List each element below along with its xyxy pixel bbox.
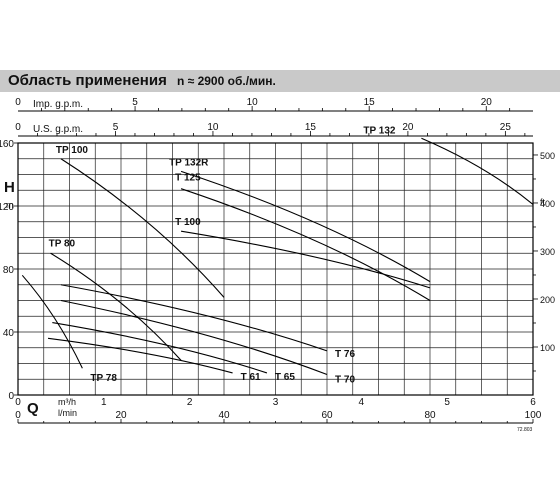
y2-tick-label: 200 — [540, 295, 555, 305]
x-tick-label-lmin: 0 — [15, 410, 21, 421]
imp-gpm-axis-label: Imp. g.p.m. — [33, 99, 83, 110]
chart-code: 72.803 — [517, 427, 533, 433]
curve-label-t-100: T 100 — [175, 217, 201, 228]
speed-text: n ≈ 2900 об./мин. — [177, 74, 276, 88]
us-gpm-tick-label: 15 — [305, 122, 317, 133]
x-tick-label-lmin: 20 — [115, 410, 127, 421]
curve-label-tp-78: TP 78 — [90, 373, 117, 384]
x-tick-label-m3h: 6 — [530, 397, 536, 408]
x-tick-label-lmin: 60 — [321, 410, 333, 421]
us-gpm-tick-label: 20 — [402, 122, 414, 133]
y2-tick-label: 100 — [540, 343, 555, 353]
curve-t-65 — [52, 322, 268, 374]
curve-t-70 — [60, 299, 328, 376]
curve-label-tp-100: TP 100 — [56, 145, 88, 156]
us-gpm-tick-label: 5 — [113, 122, 119, 133]
curve-t-76 — [60, 284, 328, 352]
curve-tp-132r — [180, 170, 431, 283]
x-tick-label-m3h: 3 — [273, 397, 279, 408]
us-gpm-tick-label: 10 — [207, 122, 219, 133]
pump-curves: TP 100 TP 132R T 125 T 100 TP 132 TP 80 T 76 T … — [21, 125, 534, 386]
x-tick-label-lmin: 100 — [525, 410, 542, 421]
y-tick-label: 160 — [0, 139, 14, 150]
y-tick-label: 0 — [8, 391, 14, 402]
x-axis-label: Q — [27, 400, 39, 417]
imp-gpm-tick-label: 5 — [132, 97, 138, 108]
curve-tp-100 — [60, 158, 225, 298]
y2-unit-label: ft — [540, 197, 546, 207]
y-tick-label: 120 — [0, 202, 14, 213]
x-tick-label-m3h: 1 — [101, 397, 107, 408]
y-tick-label: 80 — [3, 265, 15, 276]
curve-tp-80 — [50, 252, 182, 361]
imp-gpm-tick-label: 20 — [481, 97, 493, 108]
axis-ticks: 0 5 10 15 200 5 10 15 20 250408012016010020030040… — [0, 97, 555, 423]
x-unit-lmin: l/min — [58, 408, 77, 418]
y-unit-label: m — [6, 200, 14, 210]
chart-grid — [18, 143, 533, 395]
imp-gpm-tick-label: 15 — [364, 97, 376, 108]
curve-label-t-65: T 65 — [275, 372, 295, 383]
us-gpm-tick-label: 0 — [15, 122, 21, 133]
curve-t-61 — [47, 337, 233, 374]
y2-tick-label: 500 — [540, 151, 555, 161]
curve-label-tp-132r: TP 132R — [169, 157, 209, 168]
title-text: Область применения — [8, 72, 167, 89]
us-gpm-axis-label: U.S. g.p.m. — [33, 124, 83, 135]
y-tick-label: 40 — [3, 328, 15, 339]
curve-tp-78 — [21, 274, 83, 369]
imp-gpm-tick-label: 0 — [15, 97, 21, 108]
y2-tick-label: 400 — [540, 199, 555, 209]
curve-tp-132 — [421, 137, 534, 205]
x-tick-label-lmin: 80 — [424, 410, 436, 421]
x-unit-m3h: m³/h — [58, 397, 76, 407]
chart-title: Область применения n ≈ 2900 об./мин. — [8, 72, 276, 89]
imp-gpm-tick-label: 10 — [247, 97, 259, 108]
title-banner — [0, 70, 560, 92]
us-gpm-tick-label: 25 — [500, 122, 512, 133]
y-axis-label: H — [4, 179, 15, 196]
curve-t-125 — [180, 188, 431, 301]
x-tick-label-m3h: 5 — [444, 397, 450, 408]
curve-label-t-70: T 70 — [335, 375, 355, 386]
x-tick-label-lmin: 40 — [218, 410, 230, 421]
curve-label-tp-132: TP 132 — [363, 125, 395, 136]
x-tick-label-m3h: 2 — [187, 397, 193, 408]
curve-label-t-76: T 76 — [335, 349, 355, 360]
y2-tick-label: 300 — [540, 247, 555, 257]
x-tick-label-m3h: 0 — [15, 397, 21, 408]
curve-label-t-125: T 125 — [175, 173, 201, 184]
x-tick-label-m3h: 4 — [359, 397, 365, 408]
curve-t-100 — [180, 230, 431, 289]
curve-label-tp-80: TP 80 — [49, 238, 76, 249]
curve-label-t-61: T 61 — [241, 372, 261, 383]
